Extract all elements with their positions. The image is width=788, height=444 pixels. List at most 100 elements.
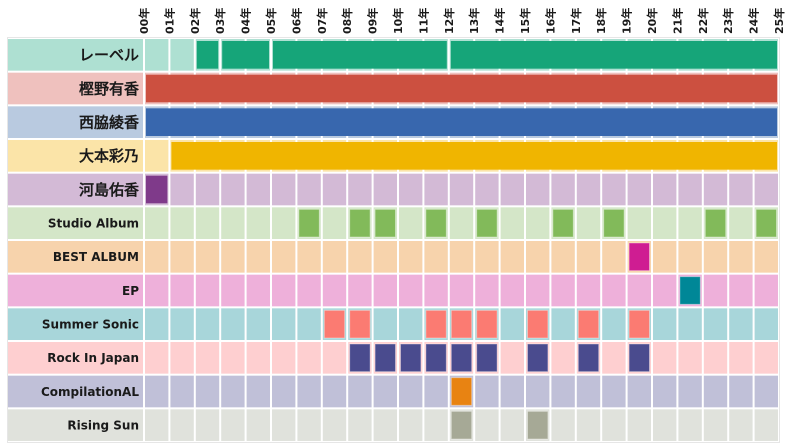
x-tick-label: 08年	[340, 8, 354, 34]
grid-cell	[195, 173, 220, 206]
grid-cell	[754, 241, 778, 273]
grid-cell	[322, 409, 347, 441]
grid-cell	[729, 207, 753, 239]
grid-cell	[170, 274, 194, 307]
row-label-bg	[8, 274, 143, 307]
grid-cell	[449, 207, 474, 239]
row-label: Rock In Japan	[47, 351, 139, 365]
grid-cell	[576, 173, 601, 206]
x-tick: 03年	[213, 8, 227, 34]
grid-cell	[551, 342, 575, 374]
row-label-bg	[8, 173, 143, 206]
grid-cell	[576, 207, 601, 239]
grid-cell	[551, 173, 575, 206]
grid-cell	[145, 375, 169, 408]
grid-cell	[373, 173, 397, 206]
grid-cell	[627, 207, 651, 239]
x-tick-label: 09年	[366, 8, 380, 34]
x-tick: 08年	[340, 8, 354, 34]
grid-cell	[348, 409, 372, 441]
row-rising-sun: Rising Sun	[8, 409, 778, 441]
row-label-bg	[8, 241, 143, 273]
row-best-album: BEST ALBUM	[8, 241, 778, 273]
grid-cell	[500, 173, 524, 206]
x-tick: 11年	[416, 8, 430, 34]
grid-cell	[272, 308, 296, 340]
row-label: 樫野有香	[79, 80, 139, 98]
grid-cell	[449, 173, 474, 206]
grid-cell	[551, 241, 575, 273]
grid-cell	[703, 274, 728, 307]
grid-cell	[526, 274, 550, 307]
x-tick-label: 16年	[543, 8, 557, 34]
chart-frame	[7, 37, 780, 443]
row-樫野有香: 樫野有香	[8, 72, 778, 105]
grid-cell	[500, 308, 524, 340]
event-cell	[425, 309, 447, 339]
grid-cell	[246, 342, 270, 374]
row-label: 西脇綾香	[79, 114, 139, 132]
x-tick: 21年	[670, 8, 684, 34]
event-cell	[552, 208, 574, 238]
grid-cell	[551, 274, 575, 307]
grid-cell	[678, 342, 702, 374]
grid-cell	[170, 342, 194, 374]
x-tick-label: 11年	[416, 8, 430, 34]
grid-cell	[602, 173, 626, 206]
row-compilational: CompilationAL	[8, 375, 778, 408]
grid-cell	[322, 274, 347, 307]
grid-cell	[297, 375, 321, 408]
x-tick-label: 03年	[213, 8, 227, 34]
segment-bar	[171, 142, 777, 170]
event-cell	[476, 309, 498, 339]
grid-cell	[678, 207, 702, 239]
grid-cell	[297, 342, 321, 374]
grid-cell	[729, 308, 753, 340]
grid-cell	[145, 342, 169, 374]
grid-cell	[653, 274, 677, 307]
row-label: レーベル	[79, 46, 139, 64]
grid-cell	[678, 241, 702, 273]
grid-cell	[399, 308, 423, 340]
grid-cell	[322, 241, 347, 273]
grid-cell	[272, 375, 296, 408]
grid-cell	[373, 409, 397, 441]
grid-cell	[602, 375, 626, 408]
x-tick-label: 23年	[721, 8, 735, 34]
row-大本彩乃: 大本彩乃	[8, 140, 778, 172]
segment-bar	[450, 41, 777, 69]
grid-cell	[348, 274, 372, 307]
x-tick: 23年	[721, 8, 735, 34]
grid-cell	[653, 241, 677, 273]
grid-cell	[246, 308, 270, 340]
x-tick-label: 05年	[264, 8, 278, 34]
grid-cell	[348, 375, 372, 408]
segment-bar	[146, 74, 777, 103]
grid-cell	[145, 207, 169, 239]
grid-cell	[526, 207, 550, 239]
grid-cell	[195, 342, 220, 374]
event-cell	[374, 343, 397, 373]
x-tick: 25年	[772, 8, 786, 34]
grid-cell	[729, 241, 753, 273]
x-tick-label: 06年	[289, 8, 303, 34]
grid-cell	[272, 342, 296, 374]
grid-cell	[754, 342, 778, 374]
grid-cell	[373, 274, 397, 307]
grid-cell	[272, 241, 296, 273]
event-cell	[374, 208, 397, 238]
x-tick-label: 07年	[315, 8, 329, 34]
x-tick: 04年	[239, 8, 253, 34]
grid-cell	[145, 274, 169, 307]
grid-cell	[322, 342, 347, 374]
grid-cell	[678, 173, 702, 206]
grid-cell	[551, 409, 575, 441]
grid-cell	[729, 342, 753, 374]
event-cell	[603, 208, 625, 238]
grid-cell	[145, 140, 169, 172]
grid-cell	[221, 308, 245, 340]
segment-bar	[146, 108, 777, 136]
grid-cell	[754, 274, 778, 307]
